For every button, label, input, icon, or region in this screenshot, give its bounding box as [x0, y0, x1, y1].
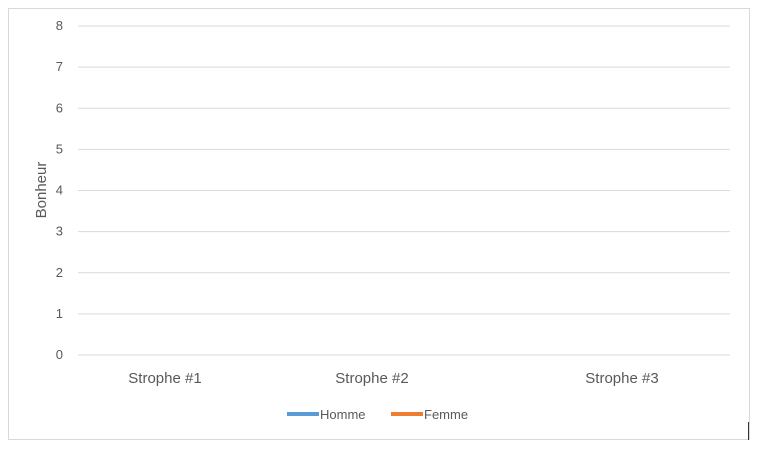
y-tick-label: 2 [56, 265, 63, 280]
legend-label: Femme [424, 407, 468, 422]
x-tick-label: Strophe #2 [335, 370, 408, 387]
y-tick-label: 4 [56, 183, 63, 198]
chart-area [8, 8, 750, 440]
x-tick-label: Strophe #3 [585, 370, 658, 387]
y-tick-label: 5 [56, 141, 63, 156]
x-tick-label: Strophe #1 [128, 370, 201, 387]
y-tick-label: 1 [56, 306, 63, 321]
y-axis-label: Bonheur [33, 162, 50, 219]
y-tick-label: 8 [56, 18, 63, 33]
legend-label: Homme [320, 407, 366, 422]
y-tick-label: 3 [56, 224, 63, 239]
y-tick-label: 7 [56, 59, 63, 74]
text-cursor [748, 422, 749, 440]
y-tick-label: 6 [56, 100, 63, 115]
y-tick-label: 0 [56, 347, 63, 362]
